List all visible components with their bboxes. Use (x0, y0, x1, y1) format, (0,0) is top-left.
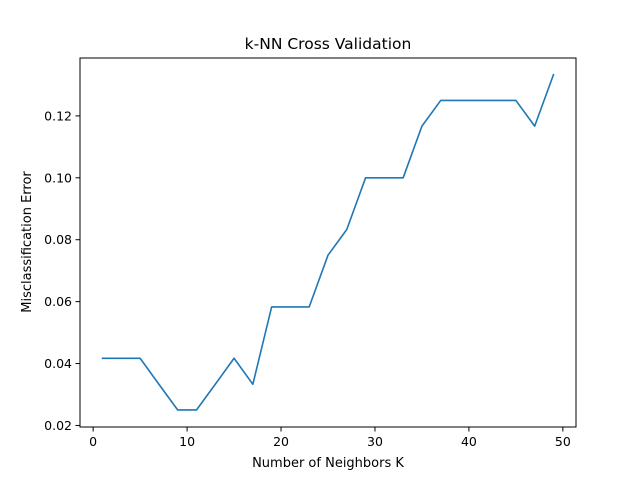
y-tick-label: 0.04 (44, 356, 72, 371)
x-tick-label: 20 (273, 434, 289, 449)
y-axis-label: Misclassification Error (20, 171, 35, 313)
x-tick-label: 50 (555, 434, 571, 449)
x-tick-label: 30 (367, 434, 383, 449)
chart-title: k-NN Cross Validation (245, 35, 412, 53)
x-tick-label: 40 (461, 434, 477, 449)
y-tick-label: 0.10 (44, 170, 72, 185)
plot-area: 0 10 20 30 40 50 0.02 0.04 0.06 0.08 0.10 0.12 (44, 57, 577, 449)
x-tick-label: 10 (179, 434, 195, 449)
x-axis-label: Number of Neighbors K (252, 456, 404, 471)
axes-frame (79, 57, 577, 428)
x-tick-label: 0 (89, 434, 97, 449)
y-tick-label: 0.06 (44, 294, 72, 309)
series-line-0 (101, 73, 555, 411)
y-tick-label: 0.12 (44, 108, 72, 123)
y-tick-label: 0.02 (44, 418, 72, 433)
y-tick-label: 0.08 (44, 232, 72, 247)
